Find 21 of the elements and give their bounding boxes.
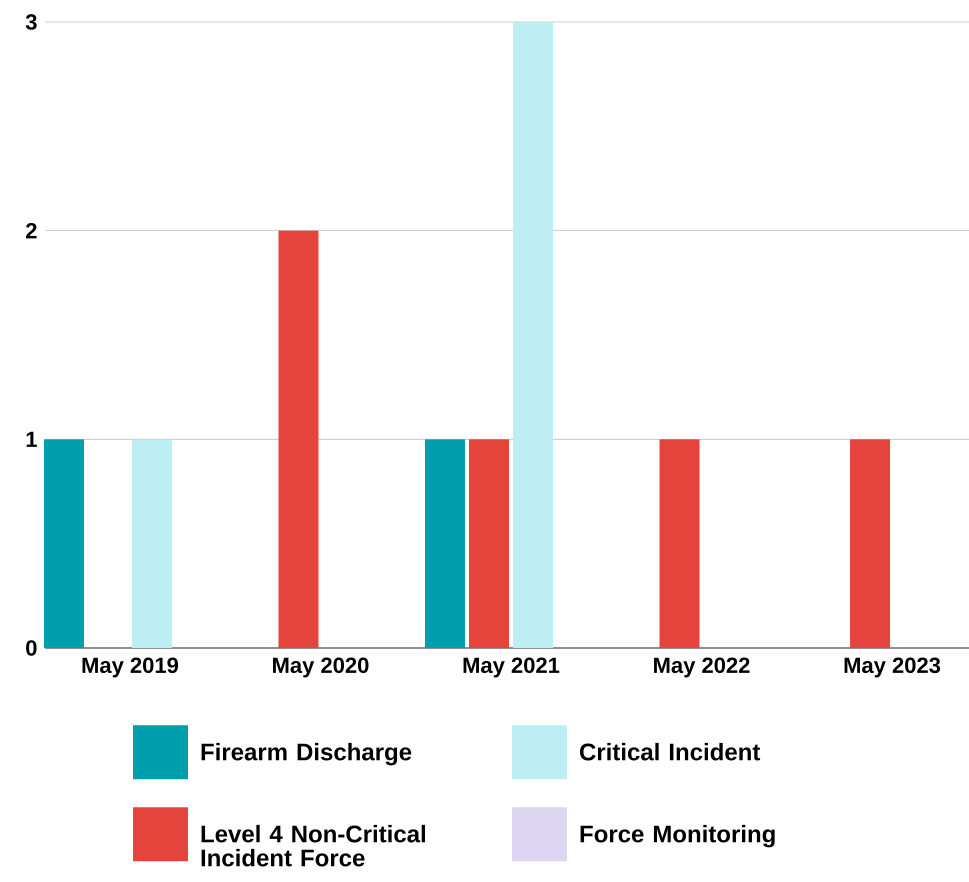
x-tick-label: May 2022 xyxy=(654,658,750,678)
bar xyxy=(850,439,890,648)
y-tick-label: 1 xyxy=(26,432,37,447)
x-tick-label: May 2019 xyxy=(82,658,178,678)
bar xyxy=(469,439,510,648)
x-tick-label: May 2021 xyxy=(464,658,560,678)
y-tick-label: 2 xyxy=(26,222,37,238)
bar xyxy=(132,439,172,648)
x-tick-label: May 2020 xyxy=(273,658,368,678)
y-tick-label: 0 xyxy=(26,640,37,656)
x-tick-label: May 2023 xyxy=(844,658,940,678)
y-tick-label: 3 xyxy=(26,14,37,30)
legend-label: Critical Incident xyxy=(580,742,760,760)
legend-label: Firearm Discharge xyxy=(202,742,412,766)
bar xyxy=(278,230,318,648)
bar xyxy=(660,439,700,648)
bar xyxy=(44,439,84,648)
bar xyxy=(425,439,466,648)
legend-label: Force Monitoring xyxy=(580,824,775,848)
legend-label: Level 4 Non-Critical Incident Force xyxy=(202,824,425,866)
bar xyxy=(513,22,554,648)
